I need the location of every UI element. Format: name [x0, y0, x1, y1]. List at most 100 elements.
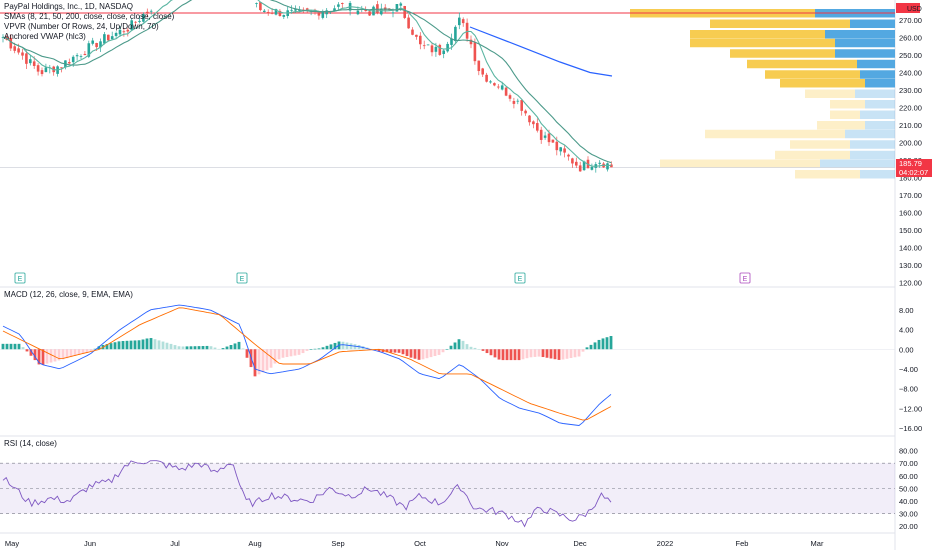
candle: [118, 29, 122, 35]
symbol-title[interactable]: PayPal Holdings, Inc., 1D, NASDAQ: [4, 2, 133, 11]
macd-histogram-bar: [561, 349, 565, 360]
candle: [341, 3, 344, 4]
macd-histogram-bar: [141, 339, 145, 350]
candle: [430, 45, 434, 53]
volume-profile: [630, 9, 895, 179]
macd-histogram-bar: [597, 339, 601, 350]
candle: [528, 115, 531, 123]
candle: [446, 43, 449, 52]
candle: [559, 147, 562, 152]
candle: [364, 9, 367, 12]
candle: [563, 148, 566, 153]
vpvr-buy-bar: [765, 70, 860, 79]
sma-legend[interactable]: SMAs (8, 21, 50, 200, close, close, clos…: [4, 12, 175, 21]
macd-histogram-bar: [9, 343, 13, 350]
candle: [520, 100, 523, 111]
vpvr-legend[interactable]: VPVR (Number Of Rows, 24, Up/Down, 70): [4, 22, 159, 31]
macd-histogram-bar: [73, 349, 77, 357]
macd-histogram-bar: [273, 349, 277, 364]
earnings-marker: [739, 272, 751, 284]
month-label: Sep: [331, 539, 344, 548]
candle: [321, 11, 325, 18]
macd-histogram-bar: [165, 342, 169, 350]
candle: [83, 53, 87, 55]
vpvr-sell-bar: [850, 150, 895, 160]
macd-tick-label: −4.00: [899, 365, 918, 374]
month-label: Dec: [573, 539, 587, 548]
macd-histogram-bar: [189, 346, 193, 350]
macd-histogram-bar: [269, 349, 273, 368]
macd-histogram-bar: [121, 340, 125, 350]
macd-histogram-bar: [541, 349, 545, 358]
price-tick-label: 180.00: [899, 174, 922, 183]
macd-histogram-bar: [393, 349, 397, 353]
macd-histogram-bar: [457, 339, 461, 350]
macd-histogram-bar: [533, 349, 537, 357]
candle: [17, 48, 20, 53]
candle: [317, 12, 321, 16]
candle: [68, 62, 71, 64]
macd-histogram-bar: [437, 349, 441, 355]
macd-histogram-bar: [305, 349, 309, 351]
candle: [454, 26, 457, 42]
macd-histogram-bar: [237, 341, 241, 350]
vwap-legend[interactable]: Anchored VWAP (hlc3): [4, 32, 86, 41]
macd-histogram-bar: [569, 349, 573, 359]
macd-histogram-bar: [81, 349, 85, 354]
candle: [578, 165, 582, 172]
month-label: Jun: [84, 539, 96, 548]
candle: [399, 3, 403, 6]
candle: [107, 34, 110, 41]
candle: [461, 19, 465, 24]
macd-histogram-bar: [445, 348, 449, 350]
candle: [450, 38, 453, 45]
candle: [32, 61, 36, 66]
macd-histogram-bar: [37, 349, 41, 365]
candle: [130, 20, 133, 30]
candle: [305, 8, 309, 11]
month-label: Nov: [495, 539, 509, 548]
candle: [356, 10, 360, 15]
macd-histogram-bar: [197, 346, 201, 350]
vpvr-buy-bar: [830, 100, 865, 109]
candle: [266, 11, 270, 14]
candle: [489, 81, 492, 83]
candle: [543, 135, 547, 138]
earnings-marker-label: E: [18, 276, 23, 283]
macd-histogram-bar: [453, 342, 457, 350]
vpvr-buy-bar: [795, 170, 860, 179]
macd-histogram-bar: [5, 343, 9, 350]
candle: [536, 123, 539, 131]
macd-histogram-bar: [137, 340, 141, 350]
macd-histogram-bar: [85, 349, 89, 353]
macd-histogram-bar: [277, 349, 281, 360]
candle: [114, 32, 118, 36]
candle: [598, 162, 601, 164]
candle: [21, 52, 24, 56]
macd-histogram-bar: [473, 347, 477, 350]
candle: [524, 110, 527, 114]
price-tick-label: 120.00: [899, 279, 922, 288]
candle: [110, 36, 114, 40]
macd-histogram-bar: [581, 349, 585, 352]
vpvr-buy-bar: [790, 140, 850, 149]
macd-histogram-bar: [33, 349, 37, 361]
macd-histogram-bar: [57, 349, 61, 361]
month-label: 2022: [657, 539, 674, 548]
price-tick-label: 200.00: [899, 139, 922, 148]
vpvr-buy-bar: [775, 150, 850, 160]
candle: [290, 9, 293, 11]
candle: [493, 83, 496, 86]
vpvr-sell-bar: [835, 38, 895, 48]
vpvr-buy-bar: [747, 59, 857, 69]
candle: [422, 45, 426, 47]
earnings-marker-label: E: [743, 276, 748, 283]
earnings-marker-label: E: [240, 276, 245, 283]
month-label: Mar: [811, 539, 824, 548]
macd-histogram-bar: [25, 349, 29, 352]
candle: [146, 11, 149, 13]
macd-histogram-bar: [181, 346, 185, 350]
macd-histogram-bar: [601, 338, 605, 350]
price-tick-label: 270.00: [899, 16, 922, 25]
